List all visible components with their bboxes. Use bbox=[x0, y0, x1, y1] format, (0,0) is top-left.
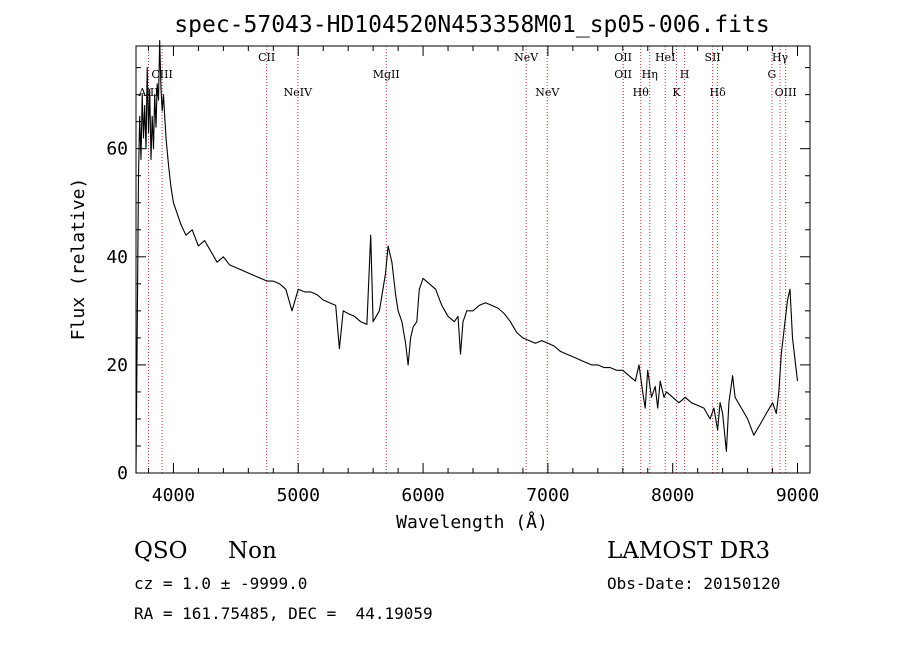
obs-date: Obs-Date: 20150120 bbox=[607, 574, 781, 593]
emission-line-label-14: SII bbox=[705, 51, 721, 64]
survey-name: LAMOST DR3 bbox=[607, 538, 771, 564]
emission-line-label-11: HeI bbox=[655, 51, 675, 64]
emission-line-label-10: Hη bbox=[642, 68, 658, 81]
emission-line-label-16: G bbox=[768, 68, 777, 81]
emission-line-label-1: CIII bbox=[151, 68, 172, 81]
spectrum-series-0 bbox=[135, 40, 799, 474]
y-tick-label-40: 40 bbox=[106, 247, 128, 268]
emission-line-label-17: Hγ bbox=[772, 51, 789, 64]
redshift-readout: cz = 1.0 ± -9999.0 bbox=[134, 574, 308, 593]
emission-line-label-18: OIII bbox=[775, 86, 797, 99]
coordinates: RA = 161.75485, DEC = 44.19059 bbox=[134, 604, 433, 623]
x-tick-label-5000: 5000 bbox=[277, 485, 320, 506]
x-axis-label: Wavelength (Å) bbox=[396, 511, 548, 533]
chart-title: spec-57043-HD104520N453358M01_sp05-006.f… bbox=[174, 12, 769, 38]
object-subclass: Non bbox=[228, 538, 277, 564]
plot-area bbox=[135, 40, 811, 474]
emission-line-label-6: NeV bbox=[535, 86, 560, 99]
object-class: QSO bbox=[134, 538, 188, 564]
x-tick-label-8000: 8000 bbox=[651, 485, 694, 506]
emission-line-label-15: Hδ bbox=[710, 86, 727, 99]
axis-ticks: 4000 5000 6000 7000 8000 9000 0 20 40 60 bbox=[106, 46, 819, 506]
plot-frame bbox=[135, 45, 811, 474]
emission-line-label-5: NeV bbox=[514, 51, 539, 64]
emission-line-label-3: NeIV bbox=[284, 86, 313, 99]
emission-line-label-4: MgII bbox=[373, 68, 400, 81]
y-tick-label-20: 20 bbox=[106, 355, 128, 376]
emission-line-label-7: OII bbox=[614, 51, 632, 64]
y-tick-label-0: 0 bbox=[117, 463, 128, 484]
line-marker-layer: AlIICIIICIINeIVMgIINeVNeVOIIOIIHθHηHeIKH… bbox=[137, 46, 797, 473]
emission-line-label-9: Hθ bbox=[633, 86, 650, 99]
y-tick-label-60: 60 bbox=[106, 139, 128, 160]
emission-line-label-8: OII bbox=[614, 68, 632, 81]
x-tick-label-7000: 7000 bbox=[526, 485, 569, 506]
x-tick-label-4000: 4000 bbox=[152, 485, 195, 506]
emission-line-label-13: H bbox=[680, 68, 690, 81]
x-tick-label-6000: 6000 bbox=[401, 485, 444, 506]
x-tick-label-9000: 9000 bbox=[776, 485, 819, 506]
emission-line-label-12: K bbox=[672, 86, 681, 99]
emission-line-label-2: CII bbox=[258, 51, 275, 64]
y-axis-label: Flux (relative) bbox=[68, 178, 89, 341]
